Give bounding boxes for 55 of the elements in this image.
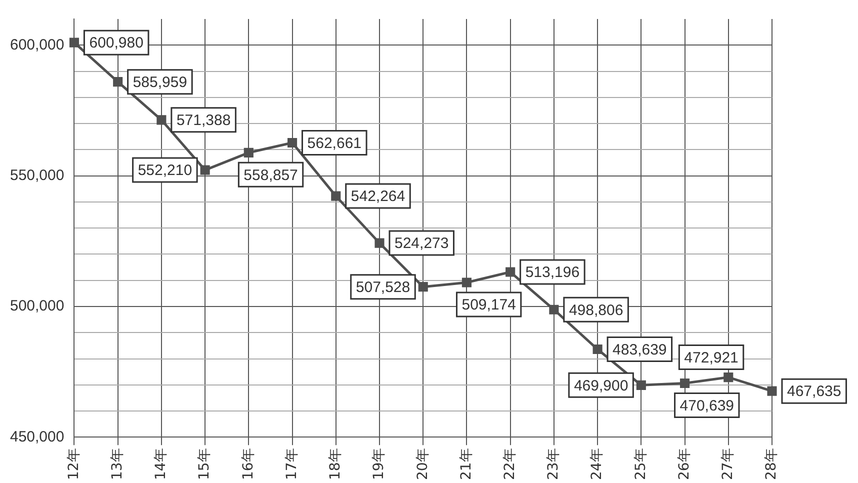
x-tick-label: 20年	[414, 448, 431, 480]
text: 571,388	[176, 112, 231, 130]
point	[244, 148, 254, 158]
text: 585,959	[132, 74, 188, 91]
text: 469,900	[574, 377, 628, 394]
y-tick-label: 600,000	[10, 36, 64, 54]
x-tick-label: 26年	[676, 448, 692, 480]
text: 509,174	[462, 296, 516, 314]
text: 562,661	[307, 134, 362, 152]
x-tick-label: 12年	[66, 448, 82, 480]
x-tick-label: 25年	[632, 448, 649, 480]
point	[287, 138, 298, 148]
text: 507,528	[356, 278, 410, 296]
point	[680, 378, 690, 388]
text: 600,980	[89, 34, 144, 52]
x-tick-label: 16年	[240, 448, 256, 480]
point	[418, 282, 428, 292]
x-tick-label: 23年	[546, 448, 562, 480]
text: 552,210	[138, 162, 192, 180]
point	[156, 115, 166, 125]
x-tick-label: 15年	[196, 448, 213, 480]
text: 524,273	[394, 235, 449, 252]
point	[592, 344, 602, 354]
x-tick-label: 22年	[502, 448, 518, 480]
x-tick-label: 21年	[458, 448, 474, 480]
point	[200, 165, 210, 175]
text: 498,806	[568, 302, 624, 319]
text: 467,635	[787, 383, 842, 400]
point	[549, 304, 559, 314]
x-tick-label: 17年	[284, 448, 300, 480]
x-tick-label: 13年	[109, 448, 126, 480]
text: 472,921	[684, 349, 738, 366]
point	[636, 380, 646, 390]
x-tick-label: 24年	[589, 448, 606, 480]
point	[331, 191, 341, 201]
point	[767, 386, 777, 396]
point	[724, 372, 734, 382]
y-tick-label: 450,000	[10, 428, 64, 446]
text: 470,639	[680, 397, 734, 414]
point	[69, 38, 80, 48]
x-tick-label: 19年	[371, 448, 388, 480]
x-tick-label: 18年	[328, 448, 344, 480]
text: 513,196	[525, 264, 580, 282]
x-tick-label: 28年	[764, 448, 780, 480]
text: 483,639	[612, 341, 667, 358]
text: 558,857	[244, 166, 298, 184]
text: 542,264	[350, 188, 406, 206]
point	[113, 77, 123, 87]
point	[374, 238, 384, 248]
y-tick-label: 550,000	[10, 166, 64, 184]
y-tick-label: 500,000	[10, 298, 64, 315]
point	[506, 267, 516, 277]
x-tick-label: 27年	[720, 448, 736, 480]
point	[462, 278, 472, 288]
x-tick-label: 14年	[153, 448, 170, 480]
